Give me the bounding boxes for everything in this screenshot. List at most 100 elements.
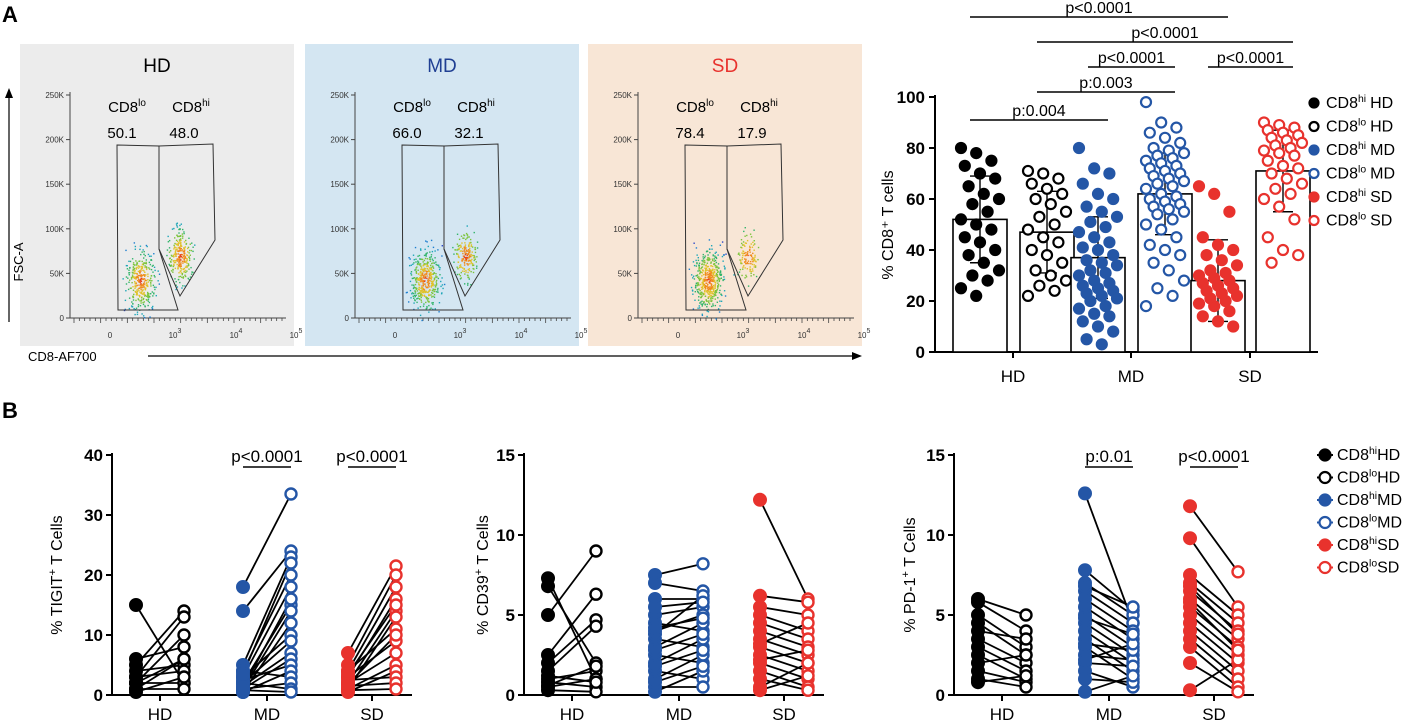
data-point [1211, 315, 1225, 328]
flow-event [175, 284, 177, 286]
flow-event [466, 263, 468, 265]
flow-event [157, 280, 159, 282]
flow-event [126, 264, 128, 267]
flow-event [147, 296, 149, 298]
data-point [1261, 231, 1274, 244]
data-point [1151, 177, 1164, 190]
flow-event [180, 267, 182, 270]
flow-event [714, 285, 716, 288]
flow-event [441, 284, 444, 286]
flow-event [136, 289, 138, 291]
flow-event [753, 257, 755, 259]
pair-point-lo [389, 580, 403, 594]
flow-event [719, 300, 721, 302]
flow-event [147, 300, 149, 302]
flow-event [430, 294, 432, 296]
flow-event [421, 258, 424, 261]
flow-event [168, 239, 171, 242]
pair-line [135, 646, 185, 660]
pair-line [242, 640, 292, 684]
flow-event [148, 267, 150, 269]
flow-event [142, 278, 145, 280]
flow-event [132, 303, 134, 305]
flow-event [751, 246, 754, 248]
data-point [1166, 289, 1179, 302]
legend-marker [1308, 97, 1320, 109]
flow-event [184, 249, 186, 251]
data-point [1257, 192, 1271, 206]
flow-event [423, 264, 425, 266]
flow-event [420, 277, 422, 279]
flow-event [757, 258, 759, 261]
flow-event [179, 256, 181, 258]
flow-event [420, 249, 422, 251]
flow-event [697, 299, 700, 301]
data-point [1261, 154, 1274, 167]
flow-event [419, 271, 422, 274]
flow-event [745, 274, 747, 277]
flow-event [432, 303, 434, 306]
flow-event [419, 248, 422, 250]
pair-line [1189, 614, 1239, 656]
pair-point-hi [1078, 486, 1092, 501]
flow-event [714, 298, 716, 300]
flow-event [708, 259, 711, 261]
pair-point-hi [648, 576, 662, 590]
flow-event [720, 300, 723, 303]
flow-event [708, 239, 711, 241]
pair-line [242, 689, 292, 693]
flow-event [136, 266, 138, 269]
flow-event [476, 265, 478, 267]
flow-event [744, 261, 746, 263]
flow-event [738, 252, 740, 254]
data-point [1227, 320, 1240, 333]
pair-point-hi [648, 620, 662, 635]
flow-event [417, 261, 420, 263]
flow-event [432, 292, 434, 295]
flow-event [137, 274, 140, 277]
flow-event [125, 264, 128, 267]
flow-event [717, 308, 720, 310]
flow-event [719, 305, 721, 307]
flow-event [465, 250, 467, 252]
data-point [1059, 205, 1073, 218]
flow-event [185, 239, 187, 242]
flow-event [750, 262, 752, 265]
flow-x-tick-base: 10 [858, 331, 867, 340]
flow-event [185, 257, 188, 260]
flow-event [186, 254, 189, 257]
flow-event [752, 260, 754, 263]
flow-event [144, 295, 146, 297]
legend-label-group: MD [1370, 166, 1395, 183]
bar-series-lo-hd [1019, 164, 1075, 353]
pair-line [977, 654, 1027, 664]
flow-event [467, 268, 470, 271]
flow-event [181, 237, 184, 239]
pair-point-lo [696, 627, 710, 641]
legend-label-base: CD8 [1326, 119, 1358, 136]
pair-line [1189, 659, 1239, 691]
pair-line [547, 665, 597, 687]
flow-event [431, 284, 433, 287]
flow-event [139, 305, 142, 307]
flow-event [720, 273, 723, 276]
data-point [1273, 200, 1286, 213]
flow-event [741, 274, 743, 277]
flow-event [420, 291, 422, 293]
flow-event [717, 254, 719, 256]
flow-event [430, 262, 433, 265]
flow-event [136, 263, 138, 265]
flow-event [468, 245, 470, 248]
pair-line [1189, 622, 1239, 664]
pair-line [347, 652, 397, 684]
flow-event [142, 301, 144, 304]
pair-line [242, 664, 292, 681]
flow-event [745, 276, 748, 278]
gate-lo [116, 144, 179, 311]
flow-event [714, 252, 716, 254]
flow-event [434, 308, 436, 310]
flow-event [151, 291, 154, 293]
